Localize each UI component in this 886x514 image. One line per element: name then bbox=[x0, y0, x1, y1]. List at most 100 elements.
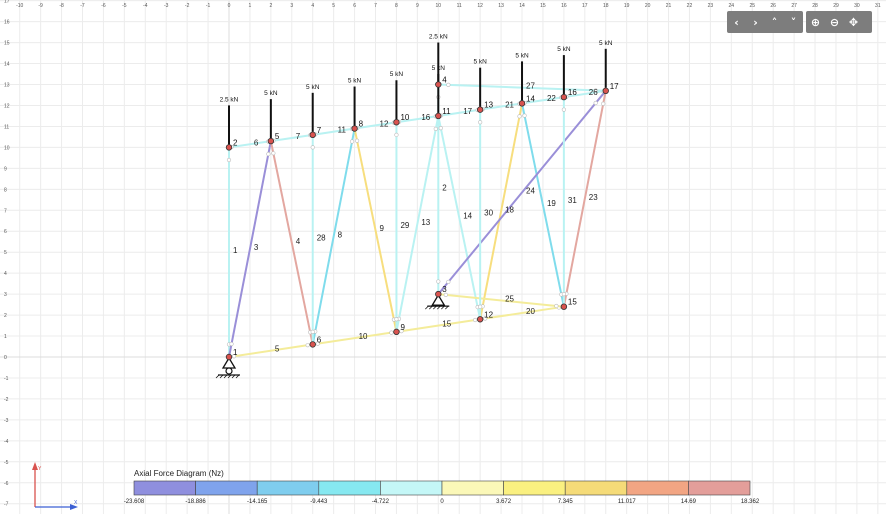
load-label: 5 kN bbox=[264, 90, 278, 97]
legend-swatch bbox=[133, 480, 196, 496]
member-label: 4 bbox=[296, 237, 301, 246]
node-label: 5 bbox=[275, 132, 280, 141]
node-label: 14 bbox=[526, 94, 535, 103]
member-label: 7 bbox=[296, 132, 301, 141]
member-label: 24 bbox=[526, 186, 535, 195]
member-label: 31 bbox=[568, 196, 577, 205]
fit-view-button[interactable]: ✥ bbox=[844, 11, 863, 33]
legend-title: Axial Force Diagram (Nz) bbox=[134, 469, 224, 478]
load-label: 5 kN bbox=[599, 40, 613, 47]
pan-up-button[interactable]: ˄ bbox=[765, 11, 784, 33]
member-end-marker bbox=[561, 292, 566, 297]
node-13 bbox=[476, 106, 484, 113]
grid-tick-x: -5 bbox=[122, 3, 127, 9]
grid-tick-x: 14 bbox=[519, 3, 525, 9]
pan-right-button[interactable]: › bbox=[746, 11, 765, 33]
member-12 bbox=[353, 121, 398, 130]
grid-tick-x: 7 bbox=[374, 3, 377, 9]
member-label: 9 bbox=[380, 224, 385, 233]
member-11 bbox=[311, 127, 356, 136]
node-10 bbox=[393, 119, 400, 126]
member-end-marker bbox=[561, 107, 566, 112]
grid-tick-x: 25 bbox=[749, 3, 755, 9]
node-label: 9 bbox=[400, 323, 405, 332]
member-end-marker bbox=[349, 139, 355, 144]
grid-tick-y: 9 bbox=[4, 166, 7, 172]
zoom-in-button[interactable]: ⊕ bbox=[806, 11, 825, 33]
grid-tick-y: 16 bbox=[4, 20, 10, 26]
member-9 bbox=[353, 127, 398, 333]
legend-tick: -4.722 bbox=[372, 499, 390, 505]
legend-swatch bbox=[441, 480, 504, 496]
grid-tick-x: 16 bbox=[561, 3, 567, 9]
node-5 bbox=[267, 137, 275, 145]
member-end-marker bbox=[394, 317, 399, 322]
node-label: 16 bbox=[568, 88, 577, 97]
grid-tick-x: -9 bbox=[38, 3, 43, 9]
grid-tick-y: -4 bbox=[4, 439, 9, 445]
member-end-marker bbox=[554, 303, 559, 309]
member-label: 12 bbox=[380, 119, 389, 128]
node-16 bbox=[560, 93, 568, 101]
member-8 bbox=[311, 127, 356, 346]
node-label: 8 bbox=[359, 120, 364, 129]
pan-left-button[interactable]: ‹ bbox=[727, 11, 746, 33]
grid-tick-x: -8 bbox=[59, 3, 64, 9]
member-label: 21 bbox=[505, 101, 514, 110]
grid-tick-x: 30 bbox=[854, 3, 860, 9]
axis-triad: YX bbox=[32, 462, 78, 510]
member-label: 19 bbox=[547, 199, 556, 208]
member-end-marker bbox=[593, 88, 598, 93]
member-end-marker bbox=[271, 151, 276, 156]
member-14 bbox=[437, 114, 482, 321]
member-7 bbox=[269, 133, 314, 143]
legend-swatch bbox=[380, 480, 443, 496]
grid-tick-y: 2 bbox=[4, 313, 7, 319]
supports bbox=[215, 293, 450, 379]
triad-y-arrow bbox=[32, 462, 38, 470]
member-end-marker bbox=[229, 341, 234, 347]
node-8 bbox=[351, 125, 358, 132]
member-end-marker bbox=[266, 151, 271, 157]
node-3 bbox=[435, 290, 442, 298]
grid-tick-x: 10 bbox=[436, 3, 442, 9]
legend-swatch bbox=[256, 480, 320, 496]
node-17 bbox=[602, 87, 609, 95]
member-end-marker bbox=[517, 114, 522, 119]
zoom-out-button[interactable]: ⊖ bbox=[825, 11, 844, 33]
member-end-marker bbox=[310, 329, 315, 334]
member-label: 8 bbox=[338, 230, 343, 239]
axial-force-legend: -23.608 -18.886 -14.165 -9.443 -4.722 0 3.672 7… bbox=[124, 480, 760, 505]
load-label: 5 kN bbox=[348, 78, 362, 85]
member-end-marker bbox=[446, 279, 451, 285]
member-3 bbox=[228, 140, 272, 358]
truss-members bbox=[226, 82, 607, 359]
grid-tick-x: 12 bbox=[477, 3, 483, 9]
grid-tick-y: 5 bbox=[4, 250, 7, 256]
legend-swatch bbox=[503, 480, 566, 496]
legend-swatch bbox=[688, 480, 751, 496]
grid-tick-y: 7 bbox=[4, 208, 7, 214]
grid-tick-x: 20 bbox=[645, 3, 651, 9]
node-14 bbox=[518, 100, 526, 107]
grid-tick-y: -1 bbox=[4, 376, 9, 382]
grid-tick-x: 2 bbox=[269, 3, 272, 9]
zoom-toolbar: ⊕ ⊖ ✥ bbox=[806, 11, 872, 33]
pan-down-button[interactable]: ˅ bbox=[784, 11, 803, 33]
member-end-marker bbox=[438, 126, 443, 131]
node-4 bbox=[435, 81, 442, 88]
member-label: 15 bbox=[442, 320, 451, 329]
grid-tick-x: -10 bbox=[16, 3, 23, 9]
node-label: 7 bbox=[317, 126, 322, 135]
member-label: 28 bbox=[317, 234, 326, 243]
grid-tick-x: 11 bbox=[457, 3, 462, 9]
member-18 bbox=[479, 102, 524, 321]
member-21 bbox=[479, 102, 524, 111]
node-11 bbox=[435, 112, 442, 120]
grid-tick-y: 0 bbox=[4, 355, 7, 361]
grid-tick-y: -7 bbox=[4, 502, 9, 508]
member-end-marker bbox=[522, 113, 527, 118]
legend-swatch bbox=[626, 480, 689, 496]
grid-tick-y: -5 bbox=[4, 460, 9, 466]
